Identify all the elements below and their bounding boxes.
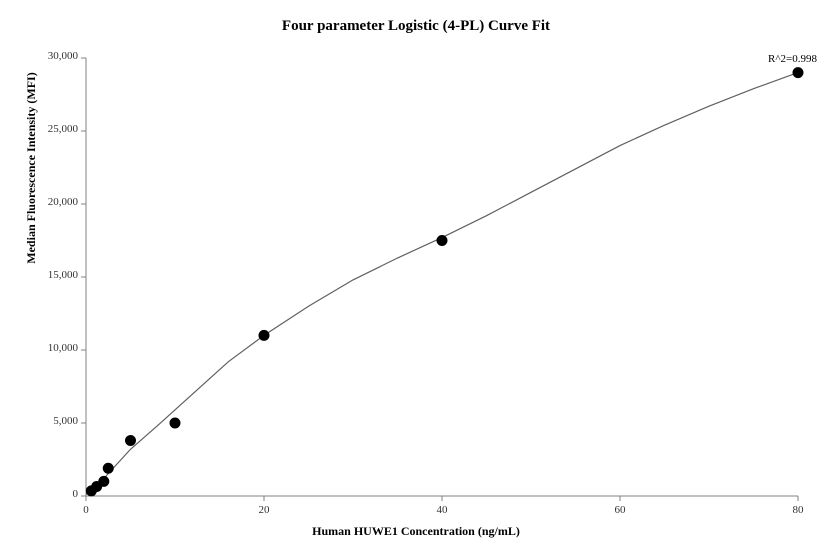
r-squared-annotation: R^2=0.998 [768, 53, 817, 65]
y-tick-label: 10,000 [48, 342, 78, 354]
y-tick-label: 20,000 [48, 196, 78, 208]
y-tick-label: 15,000 [48, 269, 78, 281]
data-point [259, 330, 269, 340]
x-tick-label: 0 [66, 504, 106, 516]
y-tick-label: 5,000 [53, 415, 78, 427]
data-point [437, 236, 447, 246]
chart-container: Four parameter Logistic (4-PL) Curve Fit… [0, 0, 832, 560]
x-tick-label: 40 [422, 504, 462, 516]
chart-svg [0, 0, 832, 560]
y-tick-label: 0 [73, 488, 79, 500]
y-tick-label: 25,000 [48, 123, 78, 135]
y-tick-label: 30,000 [48, 50, 78, 62]
data-point [103, 463, 113, 473]
x-tick-label: 60 [600, 504, 640, 516]
data-point [170, 418, 180, 428]
x-tick-label: 20 [244, 504, 284, 516]
data-point [126, 436, 136, 446]
data-point [99, 476, 109, 486]
x-tick-label: 80 [778, 504, 818, 516]
data-point [793, 68, 803, 78]
